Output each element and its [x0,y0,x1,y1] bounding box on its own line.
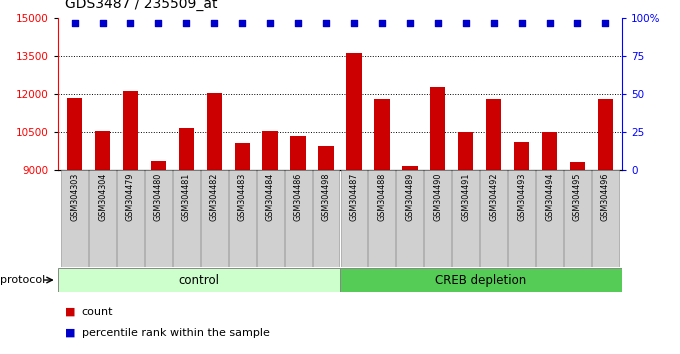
Bar [480,170,507,267]
Bar [536,170,563,267]
Text: GSM304488: GSM304488 [377,173,386,221]
Bar [235,143,250,170]
Bar [257,170,284,267]
Bar [285,170,311,267]
Bar [340,268,622,292]
Point [377,20,388,25]
Bar [369,170,395,267]
Bar [228,170,256,267]
Point [181,20,192,25]
Point [69,20,80,25]
Point [209,20,220,25]
Point [97,20,108,25]
Bar [290,136,306,170]
Bar [424,170,452,267]
Text: percentile rank within the sample: percentile rank within the sample [82,328,269,338]
Text: GSM304491: GSM304491 [461,173,471,221]
Bar [508,170,535,267]
Point [349,20,360,25]
Bar [374,99,390,170]
Bar [151,161,166,170]
Bar [570,162,585,170]
Text: GSM304494: GSM304494 [545,173,554,221]
Point [488,20,499,25]
Point [516,20,527,25]
Bar [346,53,362,170]
Point [572,20,583,25]
Point [292,20,303,25]
Bar [458,132,473,170]
Text: GSM304487: GSM304487 [350,173,358,221]
Point [432,20,443,25]
Text: GSM304303: GSM304303 [70,173,79,221]
Bar [430,87,445,170]
Text: GSM304484: GSM304484 [266,173,275,221]
Bar [564,170,591,267]
Bar [598,99,613,170]
Point [125,20,136,25]
Text: GSM304481: GSM304481 [182,173,191,221]
Bar [95,131,110,170]
Bar [313,170,339,267]
Bar [514,142,529,170]
Text: protocol: protocol [0,275,46,285]
Point [320,20,331,25]
Text: GSM304480: GSM304480 [154,173,163,221]
Text: GSM304498: GSM304498 [322,173,330,221]
Bar [145,170,172,267]
Bar [67,98,82,170]
Text: GSM304490: GSM304490 [433,173,442,221]
Bar [89,170,116,267]
Point [544,20,555,25]
Point [405,20,415,25]
Point [600,20,611,25]
Text: GSM304495: GSM304495 [573,173,582,221]
Text: GSM304486: GSM304486 [294,173,303,221]
Bar [201,170,228,267]
Point [237,20,248,25]
Bar [318,146,334,170]
Bar [542,132,557,170]
Bar [123,91,138,170]
Point [265,20,275,25]
Bar [117,170,144,267]
Bar [452,170,479,267]
Text: GSM304483: GSM304483 [238,173,247,221]
Text: GSM304482: GSM304482 [209,173,219,221]
Point [460,20,471,25]
Bar [173,170,200,267]
Bar [341,170,367,267]
Bar [396,170,423,267]
Text: ■: ■ [65,328,75,338]
Bar [207,92,222,170]
Text: CREB depletion: CREB depletion [435,274,527,286]
Text: GSM304492: GSM304492 [489,173,498,221]
Point [153,20,164,25]
Text: ■: ■ [65,307,75,316]
Bar [61,170,88,267]
Bar [486,99,501,170]
Text: GSM304489: GSM304489 [405,173,414,221]
Text: GDS3487 / 235509_at: GDS3487 / 235509_at [65,0,217,11]
Bar [179,128,194,170]
Bar [262,131,278,170]
Bar [592,170,619,267]
Text: count: count [82,307,113,316]
Text: GSM304493: GSM304493 [517,173,526,221]
Text: GSM304496: GSM304496 [601,173,610,221]
Text: control: control [178,274,220,286]
Bar [58,268,340,292]
Bar [402,166,418,170]
Text: GSM304304: GSM304304 [98,173,107,221]
Text: GSM304479: GSM304479 [126,173,135,221]
